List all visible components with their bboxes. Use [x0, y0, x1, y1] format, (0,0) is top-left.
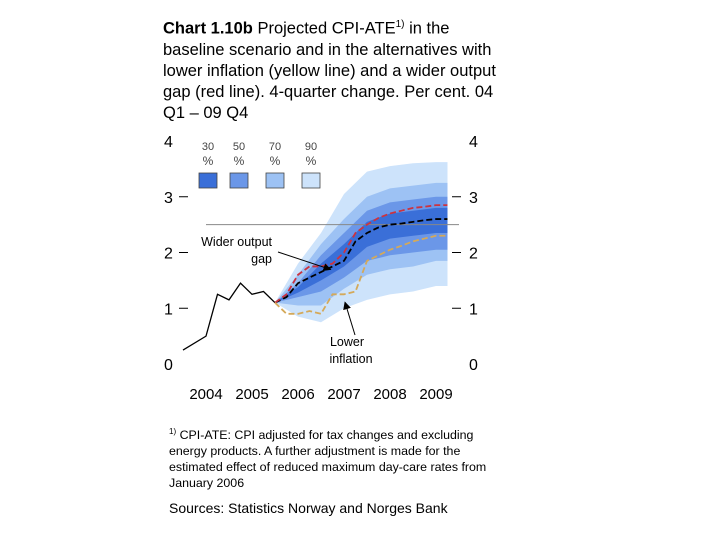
title-rest: in the baseline scenario and in the alte… — [163, 19, 496, 122]
title-footnote-marker: 1) — [395, 19, 405, 30]
footnote-text: CPI-ATE: CPI adjusted for tax changes an… — [169, 428, 487, 491]
annotation-lower-inflation-line1: Lower — [330, 335, 364, 349]
legend: 30%50%70%90% — [198, 141, 321, 189]
x-tick-label: 2006 — [281, 386, 314, 403]
fan-bands — [275, 162, 448, 323]
footnote-marker: 1) — [169, 427, 177, 436]
annotations: Wider output gap Lower inflation — [201, 235, 372, 366]
legend-label-value: 90 — [305, 141, 317, 153]
y-tick-label-left: 3 — [164, 190, 173, 207]
annotation-lower-inflation-arrow — [343, 301, 356, 336]
series-lower-inflation — [274, 234, 448, 315]
y-tick-label-left: 0 — [164, 357, 173, 374]
legend-label-unit: % — [306, 154, 317, 168]
legend-label-value: 70 — [269, 141, 281, 153]
y-axis-ticks — [179, 196, 461, 309]
series-lines — [182, 204, 448, 351]
x-tick-label: 2004 — [189, 386, 222, 403]
y-axis-labels: 0 1 2 3 4 0 1 2 3 4 — [164, 134, 478, 374]
x-tick-label: 2008 — [373, 386, 406, 403]
chart-number: Chart 1.10b — [163, 19, 253, 38]
y-tick-label-left: 2 — [164, 246, 173, 263]
y-tick-label-right: 2 — [469, 246, 478, 263]
legend-swatch — [301, 172, 321, 189]
y-tick-label-right: 4 — [469, 134, 478, 151]
x-axis-labels: 2004 2005 2006 2007 2008 2009 — [189, 386, 452, 403]
x-tick-label: 2007 — [327, 386, 360, 403]
annotation-wider-output-gap-line2: gap — [251, 252, 272, 266]
legend-label-unit: % — [203, 154, 214, 168]
sources: Sources: Statistics Norway and Norges Ba… — [169, 500, 448, 516]
chart-title: Chart 1.10b Projected CPI-ATE1) in the b… — [163, 14, 503, 124]
legend-swatch — [198, 172, 218, 189]
footnote: 1) CPI-ATE: CPI adjusted for tax changes… — [169, 424, 499, 491]
title-text: Projected CPI-ATE — [252, 19, 396, 38]
y-tick-label-left: 4 — [164, 134, 173, 151]
series-wider-output-gap — [274, 204, 448, 304]
legend-swatch — [229, 172, 249, 189]
legend-label-unit: % — [270, 154, 281, 168]
legend-label-value: 30 — [202, 141, 214, 153]
series-baseline — [274, 218, 448, 304]
legend-label-unit: % — [234, 154, 245, 168]
fan-band-30pct — [275, 207, 448, 303]
x-tick-label: 2005 — [235, 386, 268, 403]
annotation-lower-inflation-line2: inflation — [329, 352, 372, 366]
legend-label-value: 50 — [233, 141, 245, 153]
y-tick-label-right: 0 — [469, 357, 478, 374]
legend-swatch — [265, 172, 285, 189]
y-tick-label-right: 1 — [469, 301, 478, 318]
x-tick-label: 2009 — [419, 386, 452, 403]
y-tick-label-right: 3 — [469, 190, 478, 207]
annotation-wider-output-gap-line1: Wider output — [201, 235, 272, 249]
annotation-wider-output-gap-arrow — [277, 251, 332, 272]
series-history — [182, 282, 276, 351]
y-tick-label-left: 1 — [164, 301, 173, 318]
